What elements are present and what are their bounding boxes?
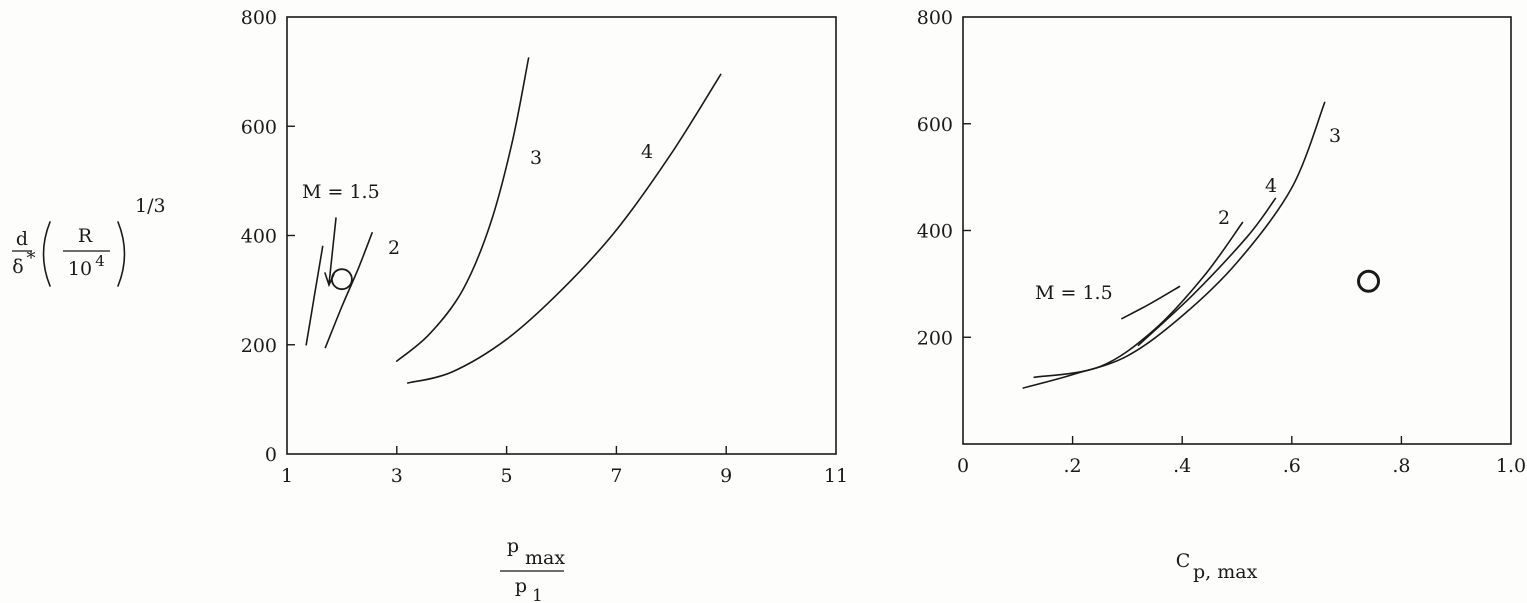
series-line-3 xyxy=(1022,101,1326,389)
annotation-3-left: 3 xyxy=(530,147,542,169)
series-line-m-1-5 xyxy=(1121,285,1181,320)
y-tick-label: 200 xyxy=(917,327,953,349)
ylabel-star: * xyxy=(27,248,36,269)
x-tick-label: 3 xyxy=(391,465,403,487)
series-line-2 xyxy=(324,232,373,349)
ylabel-four: 4 xyxy=(95,252,105,270)
y-tick-label: 800 xyxy=(917,7,953,29)
xlabel-left-max: max xyxy=(525,547,565,569)
points-right xyxy=(1357,269,1381,293)
x-ticks-left: 1 3 5 7 9 11 xyxy=(281,446,848,487)
xlabel-right-sub: p, max xyxy=(1193,561,1258,583)
points-left xyxy=(330,268,353,291)
x-axis-label-right: C p, max xyxy=(1176,550,1258,583)
ylabel-exponent: 1/3 xyxy=(135,195,166,217)
xlabel-left-p1-sub: 1 xyxy=(532,586,543,603)
x-tick-label: 1 xyxy=(281,465,293,487)
series-line-4 xyxy=(1137,197,1277,347)
series-line-m-1-5 xyxy=(305,245,324,346)
chart-panel-left: 1 3 5 7 9 11 0 200 400 600 800 M = 1.5 2 3 4 p ma… xyxy=(241,7,848,603)
x-tick-label: 5 xyxy=(501,465,513,487)
x-tick-label: 1.0 xyxy=(1496,455,1526,477)
series-line-3 xyxy=(396,57,530,362)
y-tick-label: 200 xyxy=(241,335,277,357)
x-axis-label-left: p max p 1 xyxy=(500,535,565,603)
annotation-4-right: 4 xyxy=(1265,175,1277,197)
series-line-4 xyxy=(407,73,722,384)
x-tick-label: 9 xyxy=(720,465,732,487)
xlabel-left-p1: p xyxy=(515,575,527,597)
series-right xyxy=(1022,101,1326,389)
ylabel-delta: δ xyxy=(12,256,23,278)
x-tick-label: .6 xyxy=(1283,455,1301,477)
y-ticks-right: 200 400 600 800 xyxy=(917,7,971,349)
y-tick-label: 800 xyxy=(241,7,277,29)
annotation-m15-arrow-head xyxy=(324,272,335,288)
data-point-circle xyxy=(330,268,353,291)
y-tick-label: 400 xyxy=(241,226,277,248)
x-tick-label: .2 xyxy=(1064,455,1082,477)
annotation-2-left: 2 xyxy=(388,237,400,259)
y-tick-label: 600 xyxy=(241,116,277,138)
x-tick-label: 0 xyxy=(957,455,969,477)
x-ticks-right: 0 .2 .4 .6 .8 1.0 xyxy=(957,436,1526,477)
ylabel-d: d xyxy=(16,228,28,250)
y-tick-label: 0 xyxy=(265,444,277,466)
annotation-3-right: 3 xyxy=(1329,125,1341,147)
ylabel-ten: 10 xyxy=(68,258,92,280)
annotation-m15-arrow-shaft xyxy=(328,217,337,285)
xlabel-left-p: p xyxy=(507,535,519,557)
ylabel-R: R xyxy=(78,225,93,247)
y-tick-label: 600 xyxy=(917,114,953,136)
x-tick-label: .4 xyxy=(1173,455,1191,477)
ylabel-right-paren xyxy=(117,221,126,287)
annotation-2-right: 2 xyxy=(1218,207,1230,229)
annotation-m15-right: M = 1.5 xyxy=(1035,282,1113,304)
y-axis-label: d δ * R 10 4 1/3 xyxy=(12,195,166,287)
y-ticks-left: 0 200 400 600 800 xyxy=(241,7,295,466)
x-tick-label: .8 xyxy=(1392,455,1410,477)
x-tick-label: 7 xyxy=(610,465,622,487)
data-point-circle xyxy=(1357,269,1381,293)
x-tick-label: 11 xyxy=(824,465,848,487)
ylabel-left-paren xyxy=(42,221,51,287)
series-left xyxy=(305,57,722,384)
plot-frame-left xyxy=(286,16,837,455)
annotation-4-left: 4 xyxy=(641,141,653,163)
xlabel-right-C: C xyxy=(1176,550,1191,572)
y-tick-label: 400 xyxy=(917,221,953,243)
annotation-m15-left: M = 1.5 xyxy=(302,181,380,203)
